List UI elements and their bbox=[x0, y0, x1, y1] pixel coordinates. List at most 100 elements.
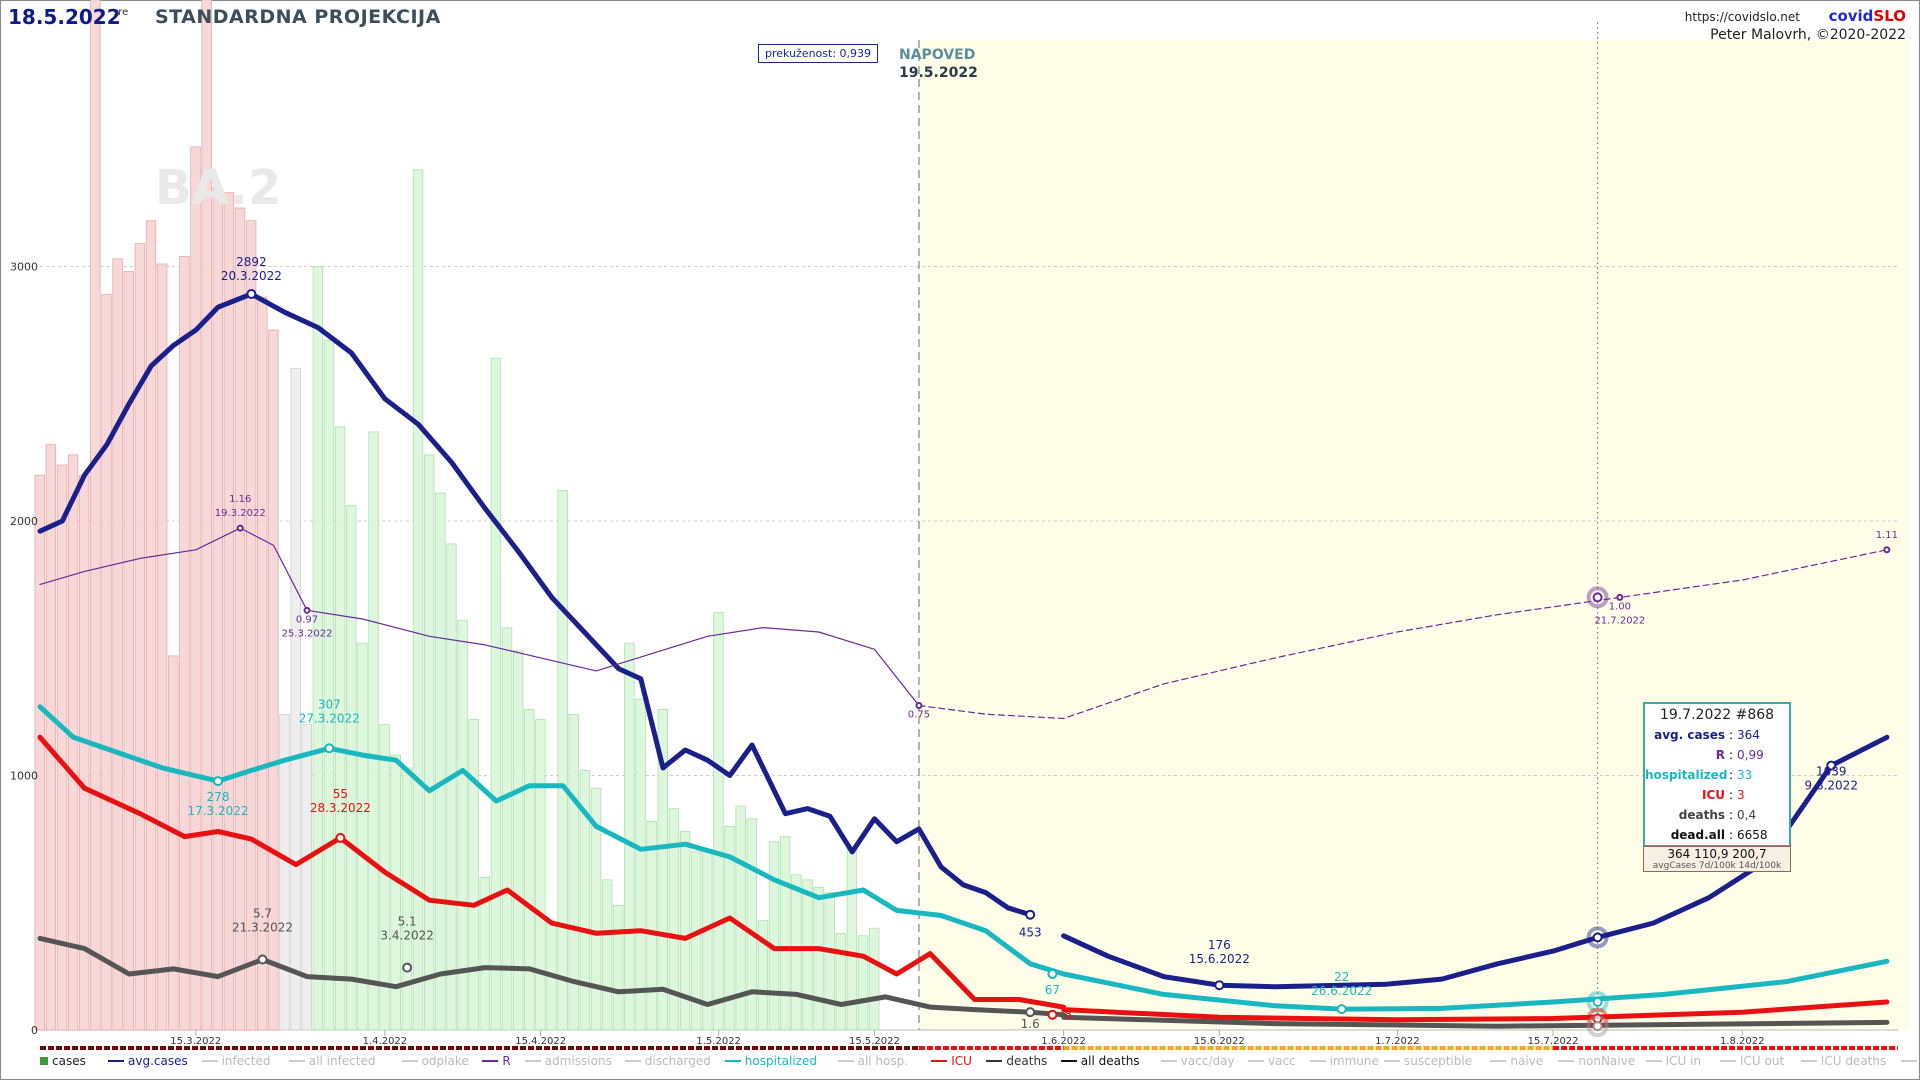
hover-marker-center bbox=[1592, 932, 1603, 943]
legend-item-admissions[interactable]: admissions bbox=[524, 1054, 612, 1068]
case-bar bbox=[301, 724, 312, 1031]
legend-item-vacc-day[interactable]: vacc/day bbox=[1160, 1054, 1235, 1068]
legend-swatch bbox=[1800, 1060, 1817, 1062]
y-tick-label: 2000 bbox=[10, 515, 38, 528]
data-point-marker bbox=[915, 702, 923, 710]
tooltip-separator: : bbox=[1728, 728, 1734, 742]
legend-item-icu-out[interactable]: ICU out bbox=[1720, 1054, 1784, 1068]
point-value-label: 1039 bbox=[1816, 765, 1847, 779]
data-point-marker bbox=[1336, 1004, 1347, 1015]
hover-marker bbox=[1586, 991, 1609, 1014]
legend-item-vacc[interactable]: vacc bbox=[1248, 1054, 1296, 1068]
point-value-label: 1.16 bbox=[229, 494, 251, 505]
case-bar bbox=[56, 464, 68, 1031]
legend-swatch bbox=[1720, 1060, 1736, 1062]
case-bar bbox=[368, 431, 379, 1031]
brand-accent: SLO bbox=[1873, 7, 1906, 25]
legend-item-r[interactable]: R bbox=[482, 1054, 511, 1068]
case-bar bbox=[156, 263, 168, 1031]
legend-item-avg-cases[interactable]: avg.cases bbox=[108, 1054, 188, 1068]
legend-label: discharged bbox=[644, 1054, 711, 1068]
case-bar bbox=[824, 892, 835, 1031]
legend-swatch bbox=[1900, 1060, 1917, 1062]
case-bar bbox=[323, 339, 335, 1031]
legend: cases avg.cases infected all infected odplak… bbox=[40, 1054, 1917, 1074]
tooltip-title: 19.7.2022 #868 bbox=[1659, 707, 1775, 723]
legend-item-all-infected[interactable]: all infected bbox=[288, 1054, 375, 1068]
case-bar bbox=[512, 650, 524, 1031]
legend-item-icu-deaths[interactable]: ICU deaths bbox=[1800, 1054, 1886, 1068]
legend-label: nonNaive bbox=[1578, 1054, 1636, 1068]
x-tick-label: 15.4.2022 bbox=[515, 1036, 566, 1047]
legend-label: admissions bbox=[544, 1054, 612, 1068]
point-value-label: 1.6 bbox=[1021, 1017, 1040, 1031]
legend-swatch bbox=[837, 1060, 854, 1062]
y-axis: 0 1000 2000 3000 bbox=[10, 261, 38, 1038]
legend-item-all-icu[interactable]: all ICU bbox=[1900, 1054, 1920, 1068]
case-bar bbox=[679, 831, 691, 1031]
case-bar bbox=[657, 708, 669, 1031]
case-bar bbox=[868, 927, 880, 1031]
legend-item-all-deaths[interactable]: all deaths bbox=[1060, 1054, 1140, 1068]
legend-item-discharged[interactable]: discharged bbox=[624, 1054, 711, 1068]
legend-item-nonnaive[interactable]: nonNaive bbox=[1558, 1054, 1635, 1068]
legend-item-cases[interactable]: cases bbox=[40, 1054, 86, 1068]
x-tick-label: 1.8.2022 bbox=[1720, 1036, 1765, 1047]
point-value-label: 5.1 bbox=[398, 915, 417, 929]
tooltip-value: 0,4 bbox=[1737, 808, 1757, 822]
point-date-label: 17.3.2022 bbox=[187, 804, 248, 818]
legend-label: susceptible bbox=[1404, 1054, 1473, 1068]
legend-item-icu[interactable]: ICU bbox=[931, 1054, 972, 1068]
x-tick-label: 15.3.2022 bbox=[170, 1036, 221, 1047]
hover-marker-center bbox=[1592, 997, 1603, 1008]
point-date-label: 20.3.2022 bbox=[221, 269, 282, 283]
legend-item-immune[interactable]: immune bbox=[1309, 1054, 1379, 1068]
x-tick-label: 1.5.2022 bbox=[696, 1036, 741, 1047]
x-tick-label: 15.7.2022 bbox=[1528, 1036, 1579, 1047]
legend-item-odplake[interactable]: odplake bbox=[401, 1054, 469, 1068]
point-value-label: 453 bbox=[1019, 926, 1042, 940]
y-tick-label: 0 bbox=[31, 1024, 38, 1037]
point-date-label: 21.3.2022 bbox=[232, 921, 293, 935]
case-bar bbox=[212, 187, 223, 1031]
legend-item-naive[interactable]: naive bbox=[1490, 1054, 1543, 1068]
tooltip-separator: : bbox=[1728, 748, 1734, 762]
legend-swatch bbox=[40, 1057, 48, 1065]
series-line-avg-cases-forecast bbox=[1061, 734, 1890, 990]
case-bar bbox=[468, 719, 479, 1031]
data-point-marker bbox=[1047, 1009, 1058, 1020]
point-value-label: 278 bbox=[207, 790, 230, 804]
case-bar bbox=[34, 474, 45, 1031]
legend-swatch bbox=[401, 1060, 418, 1062]
brand-logo[interactable]: covidSLO bbox=[1829, 7, 1906, 25]
data-point-marker bbox=[236, 524, 244, 532]
point-date-label: 25.3.2022 bbox=[282, 628, 333, 639]
case-bar bbox=[179, 255, 190, 1031]
case-bar bbox=[802, 879, 813, 1031]
site-url[interactable]: https://covidslo.net bbox=[1684, 10, 1800, 24]
case-bars bbox=[34, 0, 880, 1031]
tooltip-row: deaths:0,4 bbox=[1645, 805, 1789, 825]
legend-item-susceptible[interactable]: susceptible bbox=[1384, 1054, 1472, 1068]
legend-item-deaths[interactable]: deaths bbox=[986, 1054, 1047, 1068]
legend-label: infected bbox=[221, 1054, 271, 1068]
series-lines bbox=[37, 291, 1890, 1029]
tooltip-separator: : bbox=[1728, 828, 1734, 842]
point-date-label: 15.6.2022 bbox=[1189, 952, 1250, 966]
legend-swatch bbox=[524, 1060, 541, 1062]
data-point-marker bbox=[1616, 593, 1624, 601]
legend-swatch bbox=[1248, 1060, 1264, 1062]
case-bar bbox=[45, 444, 57, 1031]
legend-item-hospitalized[interactable]: hospitalized bbox=[724, 1054, 817, 1068]
legend-item-infected[interactable]: infected bbox=[201, 1054, 271, 1068]
case-bar bbox=[568, 714, 579, 1031]
legend-swatch bbox=[108, 1060, 124, 1062]
tooltip-row: hospitalized:33 bbox=[1645, 765, 1789, 785]
legend-item-icu-in[interactable]: ICU in bbox=[1645, 1054, 1701, 1068]
data-point-marker bbox=[1214, 980, 1225, 991]
legend-item-all-hosp-[interactable]: all hosp. bbox=[837, 1054, 908, 1068]
x-tick-label: 15.6.2022 bbox=[1194, 1036, 1245, 1047]
hover-marker bbox=[1586, 1015, 1609, 1038]
tooltip-key: deaths bbox=[1678, 808, 1725, 822]
tooltip-separator: : bbox=[1728, 808, 1734, 822]
